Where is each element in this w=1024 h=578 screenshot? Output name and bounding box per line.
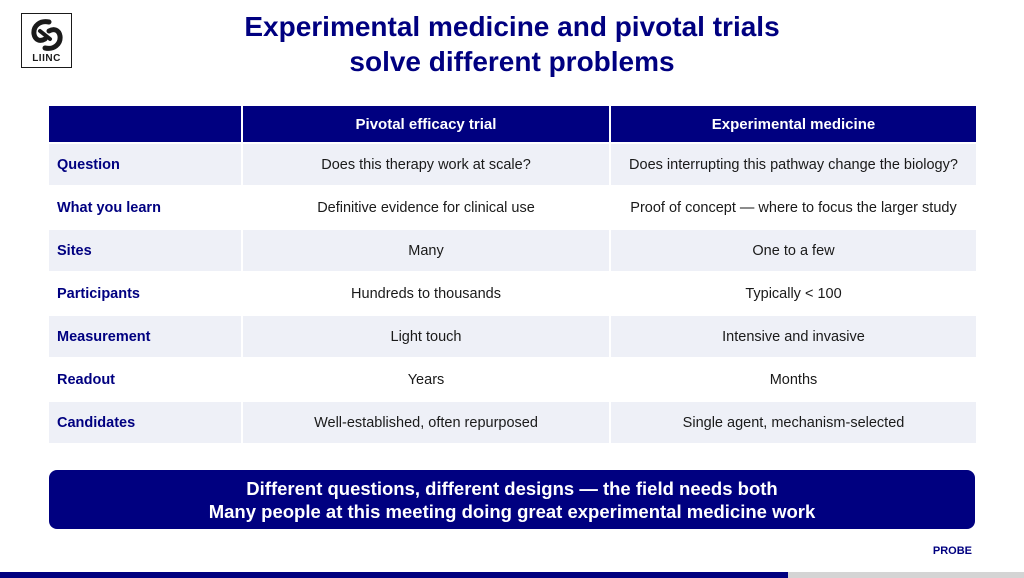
row-label: Participants [49,273,241,314]
experimental-cell: Proof of concept — where to focus the la… [611,187,976,228]
comparison-table: Pivotal efficacy trial Experimental medi… [47,104,978,445]
experimental-cell: Months [611,359,976,400]
table-row: Participants Hundreds to thousands Typic… [49,273,976,314]
header-cell-experimental: Experimental medicine [611,106,976,142]
table-row: What you learn Definitive evidence for c… [49,187,976,228]
pivotal-cell: Years [243,359,609,400]
table-header-row: Pivotal efficacy trial Experimental medi… [49,106,976,142]
pivotal-cell: Definitive evidence for clinical use [243,187,609,228]
logo: LIINC [21,13,72,68]
experimental-cell: Single agent, mechanism-selected [611,402,976,443]
page-title-line-1: Experimental medicine and pivotal trials [244,11,780,42]
table-row: Sites Many One to a few [49,230,976,271]
experimental-cell: One to a few [611,230,976,271]
pivotal-cell: Well-established, often repurposed [243,402,609,443]
pivotal-cell: Many [243,230,609,271]
logo-text: LIINC [32,53,61,64]
experimental-cell: Does interrupting this pathway change th… [611,144,976,185]
row-label: Measurement [49,316,241,357]
row-label: Candidates [49,402,241,443]
experimental-cell: Typically < 100 [611,273,976,314]
header-cell-blank [49,106,241,142]
row-label: What you learn [49,187,241,228]
page-title: Experimental medicine and pivotal trials… [150,9,874,79]
page-title-line-2: solve different problems [349,46,675,77]
footer-bar-navy [0,572,788,578]
row-label: Readout [49,359,241,400]
table-row: Measurement Light touch Intensive and in… [49,316,976,357]
row-label: Question [49,144,241,185]
footer-label: PROBE [932,545,972,557]
table-row: Candidates Well-established, often repur… [49,402,976,443]
summary-banner-line-1: Different questions, different designs —… [246,478,778,499]
pivotal-cell: Hundreds to thousands [243,273,609,314]
pivotal-cell: Light touch [243,316,609,357]
table-row: Readout Years Months [49,359,976,400]
summary-banner: Different questions, different designs —… [49,470,975,529]
summary-banner-line-2: Many people at this meeting doing great … [208,501,816,522]
experimental-cell: Intensive and invasive [611,316,976,357]
pivotal-cell: Does this therapy work at scale? [243,144,609,185]
liinc-logo-icon [31,19,63,51]
row-label: Sites [49,230,241,271]
table-row: Question Does this therapy work at scale… [49,144,976,185]
footer-bar-grey [788,572,1024,578]
header-cell-pivotal: Pivotal efficacy trial [243,106,609,142]
